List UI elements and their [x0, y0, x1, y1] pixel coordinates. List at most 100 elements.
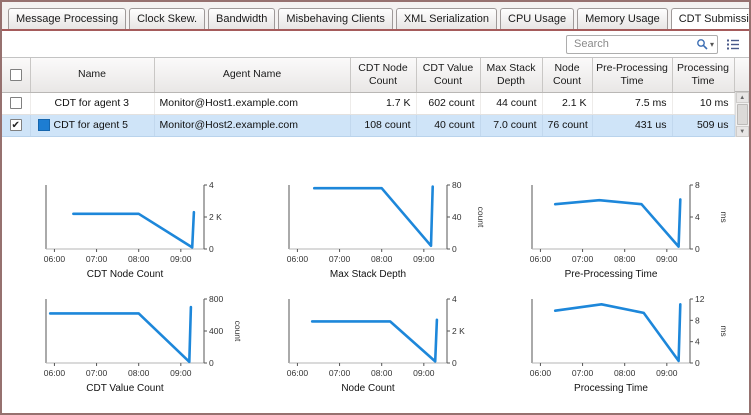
cell-cdt-value-count: 40 count: [416, 114, 481, 137]
cell-cdt-value-count: 602 count: [416, 92, 481, 115]
column-header-processing-time[interactable]: Processing Time: [672, 58, 735, 93]
chart-node-count: 06:00 07:00 08:00 09:00 0 2 K 4 Node Count: [255, 293, 498, 399]
charts-grid: 06:00 07:00 08:00 09:00 0 2 K 4 CDT Node Count 0…: [12, 179, 749, 399]
x-tick-label: 06:00: [44, 254, 66, 264]
scroll-up-arrow[interactable]: ▲: [735, 92, 749, 103]
scroll-thumb[interactable]: [736, 104, 748, 125]
y-tick-label: 4: [695, 336, 700, 346]
column-header-name[interactable]: Name: [30, 58, 155, 93]
tab-message-processing[interactable]: Message Processing: [8, 8, 127, 29]
search-box[interactable]: ▾: [566, 34, 718, 54]
search-icon[interactable]: [696, 38, 709, 51]
cell-cdt-node-count: 1.7 K: [350, 92, 417, 115]
row-name-label: CDT for agent 5: [53, 119, 129, 131]
y-tick-label: 4: [695, 212, 700, 222]
column-header-node-count[interactable]: Node Count: [542, 58, 593, 93]
data-grid: Name Agent Name CDT Node Count CDT Value Co…: [2, 57, 749, 137]
series-color-chip: [37, 119, 50, 131]
view-options-icon[interactable]: [725, 37, 741, 51]
cell-node-count: 2.1 K: [542, 92, 593, 115]
row-checkbox[interactable]: ✔: [9, 119, 22, 131]
x-tick-label: 08:00: [614, 254, 636, 264]
chart-canvas: 06:00 07:00 08:00 09:00 0 40 80 count Max Stack …: [287, 180, 486, 280]
x-tick-label: 09:00: [656, 368, 678, 378]
toolbar: ▾: [2, 31, 749, 57]
tab-bandwidth[interactable]: Bandwidth: [208, 8, 276, 29]
chart-cdt-node-count: 06:00 07:00 08:00 09:00 0 2 K 4 CDT Node Count: [12, 179, 255, 285]
column-header-pre-processing-time[interactable]: Pre-Processing Time: [592, 58, 673, 93]
y-tick-label: 0: [209, 358, 214, 368]
cell-agent-name: Monitor@Host2.example.com: [154, 114, 351, 137]
row-checkbox[interactable]: [9, 97, 22, 109]
cell-name: CDT for agent 5: [30, 114, 155, 137]
column-header-cdt-node-count[interactable]: CDT Node Count: [350, 58, 417, 93]
table-row[interactable]: ✔ CDT for agent 5 Monitor@Host2.example.co…: [2, 114, 735, 137]
x-tick-label: 07:00: [572, 254, 594, 264]
y-tick-label: 0: [452, 244, 457, 254]
column-header-agent-name[interactable]: Agent Name: [154, 58, 351, 93]
y-tick-label: 8: [695, 315, 700, 325]
series-line: [553, 302, 682, 362]
search-dropdown-icon[interactable]: ▾: [709, 39, 714, 49]
search-input[interactable]: [572, 37, 696, 51]
series-line: [48, 305, 193, 363]
x-tick-label: 08:00: [371, 254, 393, 264]
column-header-cdt-value-count[interactable]: CDT Value Count: [416, 58, 481, 93]
tab-cdt-submission[interactable]: CDT Submission: [670, 8, 749, 29]
series-line: [72, 210, 196, 249]
y-axis-unit-label: ms: [719, 211, 729, 222]
vertical-scrollbar[interactable]: ▲ ▼: [734, 92, 749, 137]
column-header-max-stack-depth[interactable]: Max Stack Depth: [480, 58, 543, 93]
x-tick-label: 09:00: [413, 254, 435, 264]
x-tick-label: 08:00: [371, 368, 393, 378]
series-line: [553, 197, 682, 248]
x-tick-label: 09:00: [656, 254, 678, 264]
scroll-down-arrow[interactable]: ▼: [735, 125, 749, 137]
tab-xml-serialization[interactable]: XML Serialization: [395, 8, 498, 29]
y-tick-label: 40: [452, 212, 462, 222]
y-tick-label: 2 K: [209, 212, 222, 222]
x-tick-label: 09:00: [170, 254, 192, 264]
tab-memory-usage[interactable]: Memory Usage: [577, 8, 668, 29]
grid-header-row: Name Agent Name CDT Node Count CDT Value Co…: [2, 58, 735, 93]
cell-max-stack-depth: 44 count: [480, 92, 543, 115]
x-tick-label: 06:00: [287, 368, 309, 378]
chart-canvas: 06:00 07:00 08:00 09:00 0 400 800 count CDT Valu…: [44, 294, 243, 394]
select-all-checkbox[interactable]: [9, 68, 22, 81]
y-tick-label: 8: [695, 180, 700, 190]
cell-processing-time: 10 ms: [672, 92, 735, 115]
chart-canvas: 06:00 07:00 08:00 09:00 0 2 K 4 Node Count: [287, 294, 465, 394]
series-line: [310, 317, 439, 363]
column-header-select: [2, 58, 31, 93]
cell-name: CDT for agent 3: [30, 92, 155, 115]
tab-clock-skew[interactable]: Clock Skew.: [129, 8, 206, 29]
tab-misbehaving-clients[interactable]: Misbehaving Clients: [278, 8, 393, 29]
chart-processing-time: 06:00 07:00 08:00 09:00 0 4 8 12 ms Processing Ti…: [498, 293, 741, 399]
table-row[interactable]: CDT for agent 3 Monitor@Host1.example.com…: [2, 92, 735, 115]
x-tick-label: 08:00: [128, 368, 150, 378]
cell-agent-name: Monitor@Host1.example.com: [154, 92, 351, 115]
cell-max-stack-depth: 7.0 count: [480, 114, 543, 137]
chart-title: Max Stack Depth: [330, 269, 406, 280]
x-tick-label: 06:00: [530, 368, 552, 378]
chart-cdt-value-count: 06:00 07:00 08:00 09:00 0 400 800 count CDT Valu…: [12, 293, 255, 399]
y-axis-unit-label: count: [476, 206, 486, 227]
x-tick-label: 09:00: [413, 368, 435, 378]
grid-table: Name Agent Name CDT Node Count CDT Value Co…: [2, 58, 735, 137]
y-tick-label: 800: [209, 294, 223, 304]
chart-title: CDT Node Count: [87, 269, 164, 280]
y-tick-label: 4: [452, 294, 457, 304]
x-tick-label: 09:00: [170, 368, 192, 378]
y-axis-unit-label: ms: [719, 325, 729, 336]
chart-title: Node Count: [341, 383, 395, 394]
x-tick-label: 06:00: [530, 254, 552, 264]
cell-pre-processing-time: 7.5 ms: [592, 92, 673, 115]
x-tick-label: 08:00: [128, 254, 150, 264]
y-tick-label: 4: [209, 180, 214, 190]
y-tick-label: 80: [452, 180, 462, 190]
y-tick-label: 12: [695, 294, 705, 304]
tab-cpu-usage[interactable]: CPU Usage: [500, 8, 575, 29]
cell-checkbox: ✔: [2, 114, 31, 137]
y-tick-label: 400: [209, 326, 223, 336]
